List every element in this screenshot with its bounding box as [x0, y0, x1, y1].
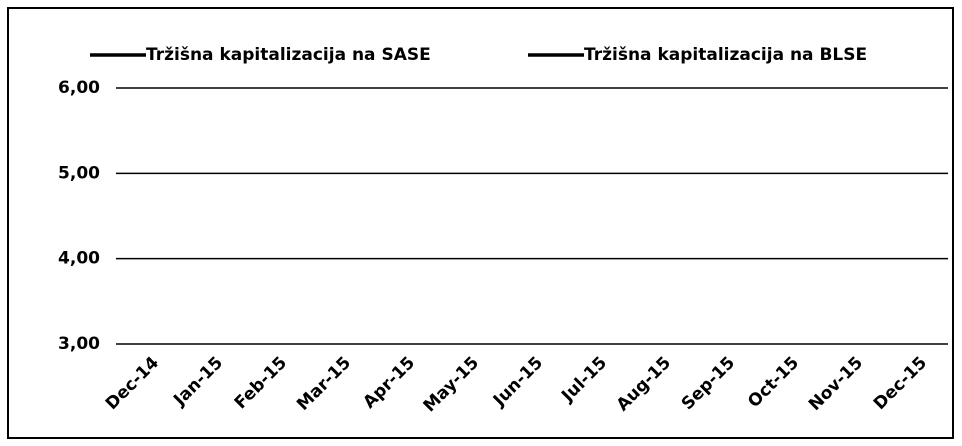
x-tick-label: Sep-15 — [678, 353, 739, 414]
x-tick-label: Jun-15 — [489, 353, 547, 411]
y-tick-label: 6,00 — [58, 78, 100, 98]
x-tick-label: Oct-15 — [744, 353, 803, 412]
x-tick-label: Feb-15 — [231, 353, 291, 413]
x-tick-label: Mar-15 — [293, 353, 355, 415]
legend-label: Tržišna kapitalizacija na BLSE — [584, 45, 867, 65]
x-tick-label: Apr-15 — [359, 353, 419, 413]
x-tick-label: Nov-15 — [805, 353, 867, 415]
chart-border — [7, 7, 954, 439]
legend-label: Tržišna kapitalizacija na SASE — [146, 45, 431, 65]
x-tick-label: Dec-15 — [870, 353, 931, 414]
x-tick-label: Jan-15 — [169, 353, 227, 411]
x-tick-label: Jul-15 — [557, 353, 611, 407]
y-tick-label: 5,00 — [58, 163, 100, 183]
x-tick-label: Aug-15 — [613, 353, 675, 415]
x-tick-label: May-15 — [420, 353, 483, 416]
y-tick-label: 4,00 — [58, 249, 100, 269]
y-tick-label: 3,00 — [58, 334, 100, 354]
x-tick-label: Dec-14 — [102, 353, 163, 414]
